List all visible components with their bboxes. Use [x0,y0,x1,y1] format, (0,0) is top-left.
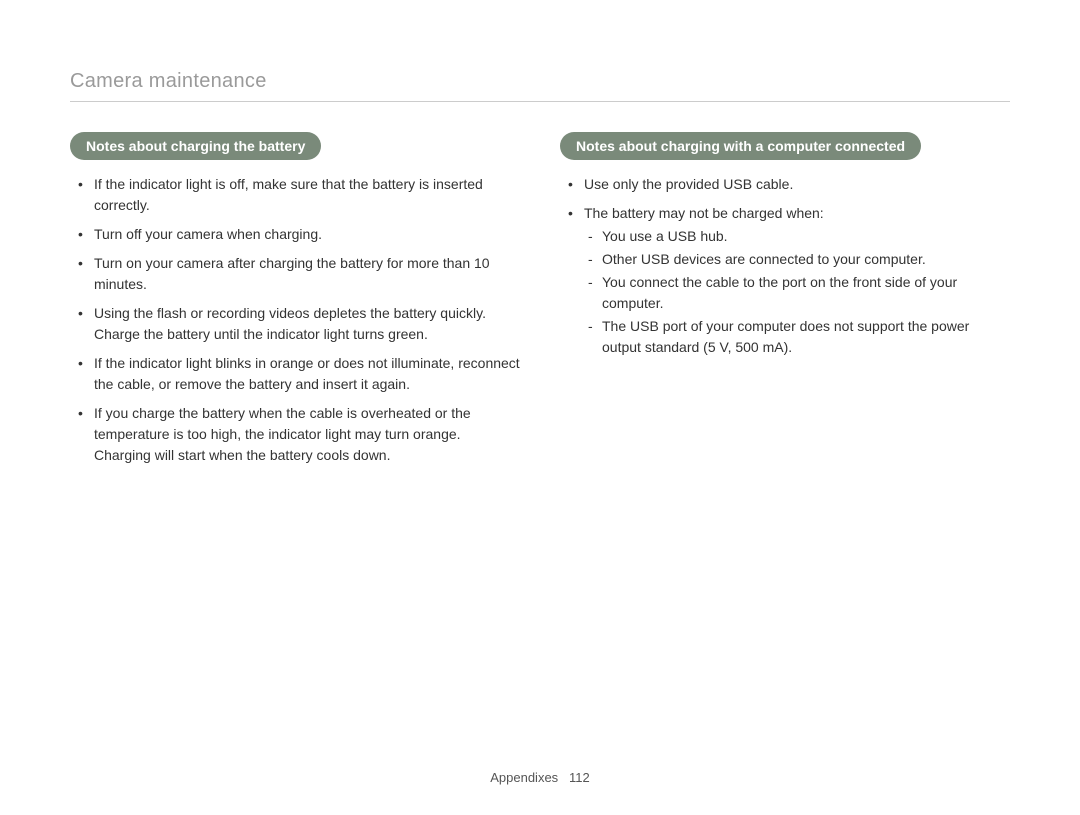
list-item: If the indicator light is off, make sure… [78,174,520,216]
sublist-item: You use a USB hub. [588,226,1010,247]
left-section-header: Notes about charging the battery [70,132,321,160]
dash-sublist: You use a USB hub. Other USB devices are… [584,226,1010,358]
list-item: Using the flash or recording videos depl… [78,303,520,345]
footer-section: Appendixes [490,770,558,785]
list-item: The battery may not be charged when: You… [568,203,1010,358]
right-section-header: Notes about charging with a computer con… [560,132,921,160]
title-divider [70,101,1010,102]
list-item: Turn off your camera when charging. [78,224,520,245]
list-item-text: The battery may not be charged when: [584,205,824,221]
page-footer: Appendixes 112 [0,770,1080,785]
list-item: Turn on your camera after charging the b… [78,253,520,295]
list-item: Use only the provided USB cable. [568,174,1010,195]
sublist-item: You connect the cable to the port on the… [588,272,1010,314]
list-item: If the indicator light blinks in orange … [78,353,520,395]
sublist-item: The USB port of your computer does not s… [588,316,1010,358]
right-bullet-list: Use only the provided USB cable. The bat… [560,174,1010,358]
right-column: Notes about charging with a computer con… [560,132,1010,474]
content-columns: Notes about charging the battery If the … [70,132,1010,474]
list-item: If you charge the battery when the cable… [78,403,520,466]
sublist-item: Other USB devices are connected to your … [588,249,1010,270]
page-title: Camera maintenance [70,70,1010,93]
left-column: Notes about charging the battery If the … [70,132,520,474]
left-bullet-list: If the indicator light is off, make sure… [70,174,520,466]
footer-page-number: 112 [569,770,590,785]
